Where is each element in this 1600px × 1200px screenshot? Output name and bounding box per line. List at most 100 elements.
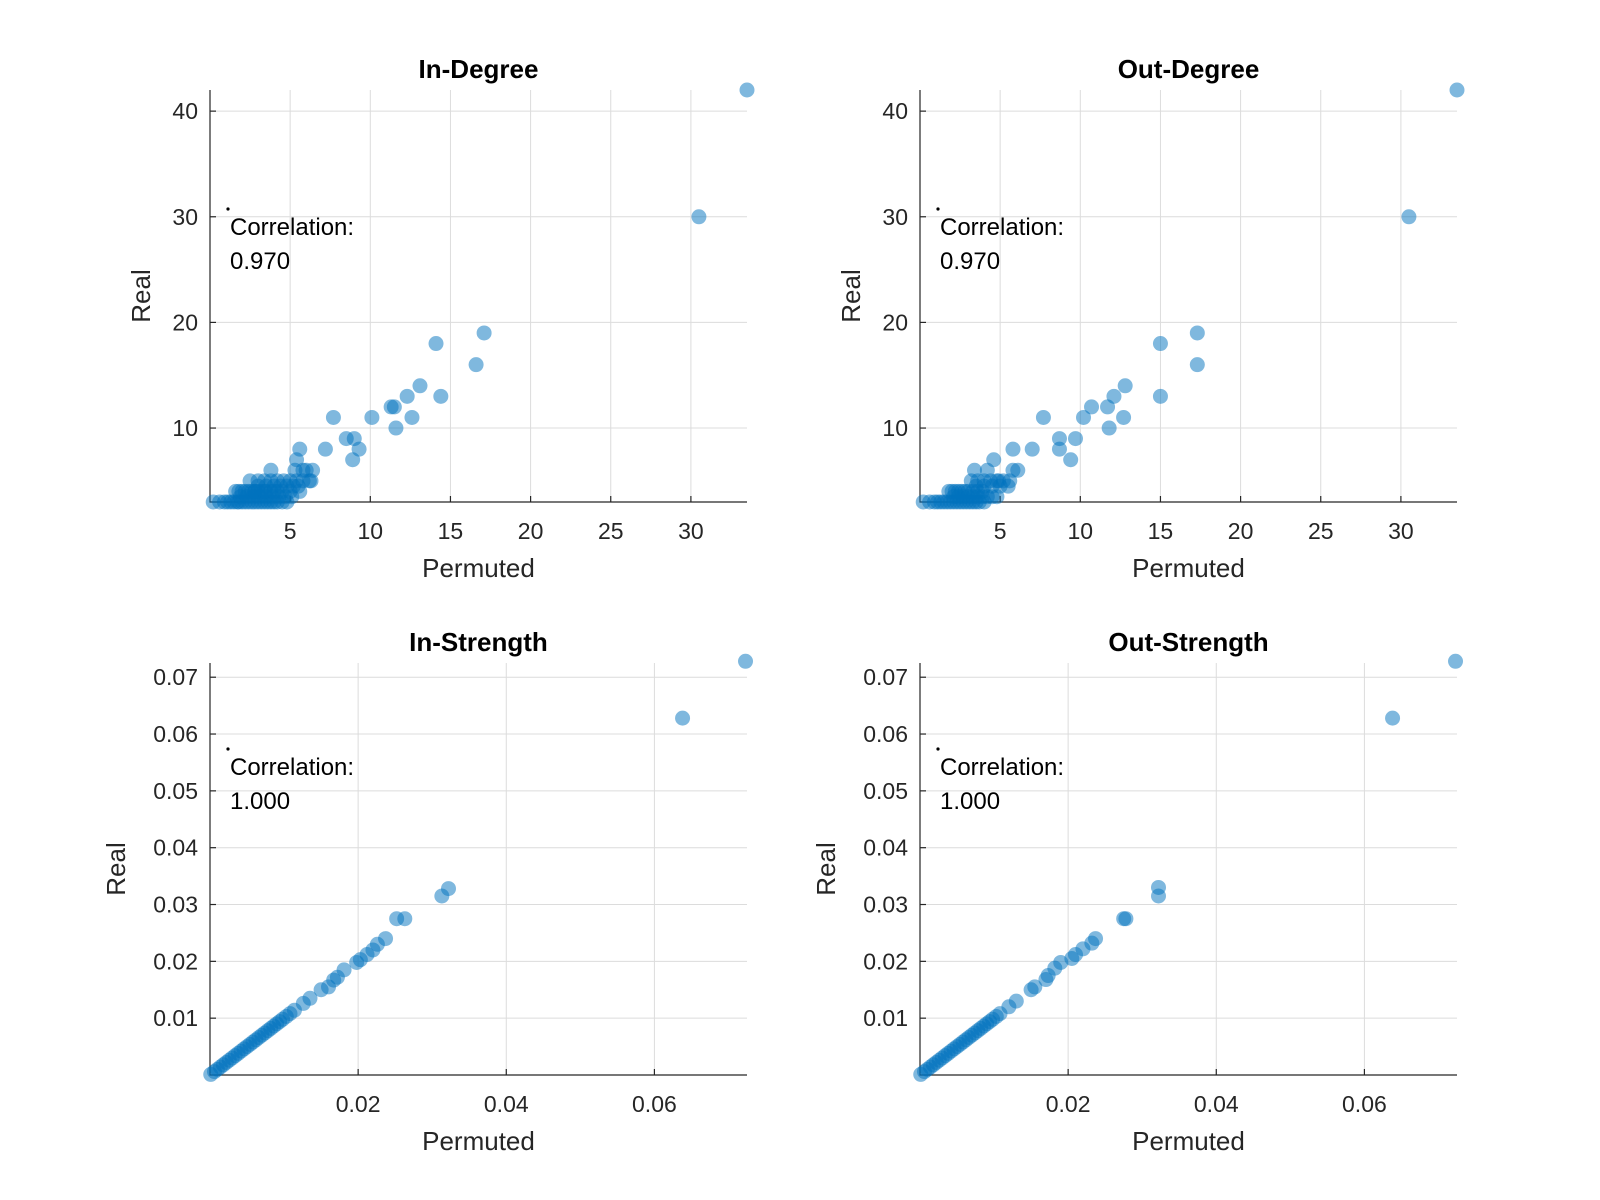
data-point — [1005, 441, 1021, 457]
x-tick-label: 0.02 — [1046, 1091, 1091, 1117]
subplot-title: Out-Strength — [1108, 627, 1268, 657]
data-point — [739, 82, 755, 98]
data-point — [675, 710, 691, 726]
y-tick-label: 0.01 — [863, 1005, 908, 1031]
data-point — [1401, 209, 1417, 225]
x-tick-label: 5 — [994, 518, 1007, 544]
data-point — [386, 399, 402, 415]
data-point — [1035, 409, 1051, 425]
x-tick-label: 30 — [678, 518, 704, 544]
data-point — [1117, 378, 1133, 394]
x-tick-label: 20 — [1228, 518, 1254, 544]
subplot-title: Out-Degree — [1118, 54, 1260, 84]
annotation-anchor — [936, 207, 940, 211]
data-point — [1189, 325, 1205, 341]
x-axis-label: Permuted — [422, 553, 535, 583]
data-point — [1008, 993, 1024, 1009]
data-point — [1385, 710, 1401, 726]
data-point — [1051, 431, 1067, 447]
data-point — [1151, 879, 1167, 895]
annotation-anchor — [226, 207, 230, 211]
y-tick-label: 0.07 — [863, 664, 908, 690]
y-tick-label: 0.07 — [153, 664, 198, 690]
data-point — [397, 911, 413, 927]
y-tick-label: 0.06 — [863, 721, 908, 747]
data-point — [468, 357, 484, 373]
data-point — [1152, 336, 1168, 352]
data-point — [441, 881, 457, 897]
x-axis-label: Permuted — [1132, 1126, 1245, 1156]
data-point — [1101, 420, 1117, 436]
subplot-title: In-Strength — [409, 627, 548, 657]
data-point — [1116, 409, 1132, 425]
correlation-label: Correlation: — [940, 214, 1064, 241]
y-tick-label: 30 — [172, 204, 198, 230]
y-tick-label: 10 — [172, 415, 198, 441]
data-point — [317, 441, 333, 457]
data-point — [1010, 462, 1026, 478]
data-point — [476, 325, 492, 341]
data-point — [967, 462, 983, 478]
annotation-anchor — [226, 747, 230, 751]
data-point — [1088, 931, 1104, 947]
y-tick-label: 30 — [882, 204, 908, 230]
data-point — [428, 336, 444, 352]
data-point — [388, 420, 404, 436]
y-tick-label: 0.01 — [153, 1005, 198, 1031]
x-tick-label: 25 — [598, 518, 624, 544]
y-tick-label: 0.04 — [153, 835, 198, 861]
data-point — [1448, 653, 1464, 669]
data-point — [691, 209, 707, 225]
x-tick-label: 10 — [1068, 518, 1094, 544]
data-point — [1024, 441, 1040, 457]
x-tick-label: 0.02 — [336, 1091, 381, 1117]
data-point — [346, 431, 362, 447]
data-point — [1063, 452, 1079, 468]
y-axis-label: Real — [101, 842, 131, 895]
correlation-value: 0.970 — [940, 248, 1000, 275]
data-point — [302, 990, 318, 1006]
data-point — [1152, 388, 1168, 404]
y-axis-label: Real — [126, 269, 156, 322]
data-point — [345, 452, 361, 468]
data-point — [364, 409, 380, 425]
data-point — [399, 388, 415, 404]
y-tick-label: 0.02 — [863, 948, 908, 974]
data-point — [1449, 82, 1465, 98]
data-point — [1027, 979, 1043, 995]
data-point — [1067, 431, 1083, 447]
y-tick-label: 40 — [172, 98, 198, 124]
y-axis-label: Real — [811, 842, 841, 895]
correlation-label: Correlation: — [230, 754, 354, 781]
data-point — [378, 931, 394, 947]
data-point — [1051, 441, 1067, 457]
y-tick-label: 10 — [882, 415, 908, 441]
data-point — [1076, 409, 1092, 425]
y-tick-label: 0.03 — [153, 892, 198, 918]
data-point — [336, 962, 352, 978]
y-tick-label: 40 — [882, 98, 908, 124]
data-point — [292, 441, 308, 457]
correlation-label: Correlation: — [940, 754, 1064, 781]
data-point — [986, 452, 1002, 468]
x-tick-label: 15 — [1148, 518, 1174, 544]
data-point — [305, 462, 321, 478]
subplot-title: In-Degree — [419, 54, 539, 84]
subplot-3: 0.02 0.04 0.06 0.01 0.02 0.03 0.04 0.05 0.06 0.07… — [101, 627, 754, 1156]
data-point — [1084, 399, 1100, 415]
y-axis-label: Real — [836, 269, 866, 322]
correlation-label: Correlation: — [230, 214, 354, 241]
y-tick-label: 20 — [172, 309, 198, 335]
y-tick-label: 0.05 — [153, 778, 198, 804]
y-tick-label: 0.04 — [863, 835, 908, 861]
y-tick-label: 0.03 — [863, 892, 908, 918]
x-tick-label: 20 — [518, 518, 544, 544]
correlation-value: 0.970 — [230, 248, 290, 275]
data-point — [292, 483, 308, 499]
data-point — [404, 409, 420, 425]
y-tick-label: 0.05 — [863, 778, 908, 804]
subplot-4: 0.02 0.04 0.06 0.01 0.02 0.03 0.04 0.05 0.06 0.07… — [811, 627, 1464, 1156]
x-axis-label: Permuted — [1132, 553, 1245, 583]
x-tick-label: 25 — [1308, 518, 1334, 544]
